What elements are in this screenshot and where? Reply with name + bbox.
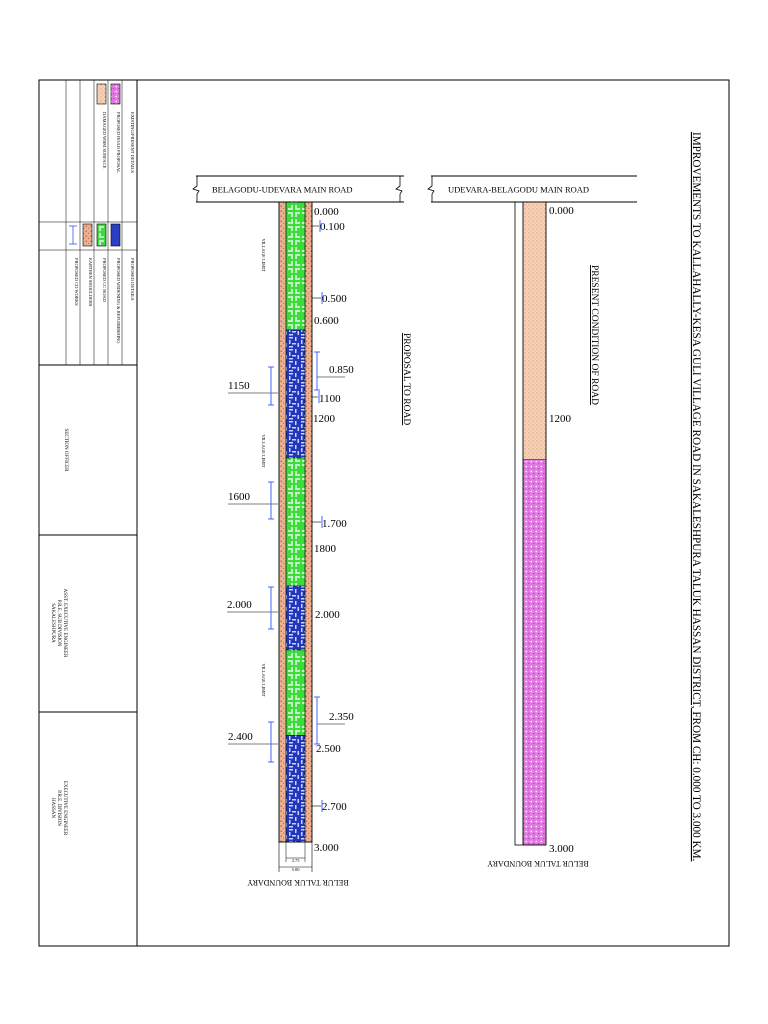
proposal-segment-cc-2 xyxy=(285,457,306,587)
exec-engineer-line-1: EXECUTIVE ENGINEER xyxy=(62,781,67,836)
sheet-border xyxy=(38,79,730,947)
legend-label-shoulders: EARTHEN SHOULDERS xyxy=(88,258,93,307)
present-chainage-0-000: 0.000 xyxy=(549,205,574,217)
village-limit-2: VILLAGE LIMIT xyxy=(261,434,266,467)
present-chainage-1200: 1200 xyxy=(549,413,572,425)
proposal-left-shoulder xyxy=(279,202,286,842)
legend-swatch-cd-works xyxy=(69,225,77,245)
main-title: IMPROVEMENTS TO KALLAHALLY-KESA GULI VIL… xyxy=(690,132,702,862)
village-limit-3: VILLAGE LIMIT xyxy=(261,663,266,696)
proposal-road-name: BELAGODU-UDEVARA MAIN ROAD xyxy=(212,185,353,195)
exec-engineer-line-2: P.R.E. DIVISION xyxy=(56,790,61,826)
chainage-0-100: 0.100 xyxy=(320,221,345,233)
present-segment-wbm-0 xyxy=(522,201,547,460)
legend-swatch-shoulders xyxy=(82,223,93,247)
present-heading: PRESENT CONDITION OF ROAD xyxy=(589,265,599,405)
proposal-segment-bt-3 xyxy=(285,585,306,651)
legend-label-proposed-road: PROPOSED ROAD PROPOSAL xyxy=(116,112,121,173)
proposal-width-outer: 5.00 xyxy=(292,867,301,872)
chainage-left-1600: 1600 xyxy=(228,491,251,503)
chainage-0-000: 0.000 xyxy=(314,206,339,218)
chainage-0-850: 0.850 xyxy=(329,364,354,376)
chainage-0-500: 0.500 xyxy=(322,293,347,305)
legend-label-widening: PROPOSED WIDENING & REFURBISHING xyxy=(116,258,121,344)
proposal-right-shoulder xyxy=(305,202,312,842)
legend-swatch-damaged-wbm xyxy=(96,83,107,105)
legend-swatch-proposed-road xyxy=(110,83,121,105)
chainage-1200: 1200 xyxy=(313,413,336,425)
proposal-segment-bt-1 xyxy=(285,329,306,459)
chainage-3-000: 3.000 xyxy=(314,842,339,854)
chainage-2-500: 2.500 xyxy=(316,743,341,755)
legend-label-cc-road: PROPOSED CC ROAD xyxy=(102,258,107,303)
exec-engineer-line-3: HASSAN xyxy=(50,798,55,818)
village-limit-1: VILLAGE LIMIT xyxy=(261,238,266,271)
legend-label-cd-works: PROPOSED CD WORKS xyxy=(74,258,79,306)
asst-engineer-line-2: P.R.E. SUB DIVISION xyxy=(56,600,61,647)
chainage-2-350: 2.350 xyxy=(329,711,354,723)
section-officer-label: SECTION OFFICER xyxy=(63,429,68,473)
proposal-segment-bt-5 xyxy=(285,735,306,843)
chainage-1800: 1800 xyxy=(314,543,337,555)
chainage-0-600: 0.600 xyxy=(314,315,339,327)
present-road-name: UDEVARA-BELAGODU MAIN ROAD xyxy=(448,185,589,195)
present-segment-damaged-1 xyxy=(522,459,547,846)
asst-engineer-line-1: ASST. EXECUTIVE ENGINEER xyxy=(62,589,67,658)
asst-engineer-line-3: SAKALESHPURA xyxy=(50,603,55,643)
legend-swatch-cc-road xyxy=(96,223,107,247)
proposal-segment-cc-4 xyxy=(285,649,306,736)
chainage-left-1150: 1150 xyxy=(228,380,250,392)
legend-swatch-widening xyxy=(110,223,121,247)
chainage-2-700: 2.700 xyxy=(322,801,347,813)
present-diagram: UDEVARA-BELAGODU MAIN ROAD 0.000 1200 3.… xyxy=(427,175,637,868)
proposal-diagram: BELAGODU-UDEVARA MAIN ROAD 3.75 5.00 PRO… xyxy=(192,175,411,887)
chainage-left-2-000: 2.000 xyxy=(227,599,252,611)
chainage-1-700: 1.700 xyxy=(322,518,347,530)
proposal-segment-cc-0 xyxy=(285,201,306,331)
legend-label-damaged-wbm: DAMAGED WBM SURFACE xyxy=(102,112,107,169)
title-block: EXISTING/PRESENT DETAILS PROPOSED ROAD P… xyxy=(39,80,137,836)
proposed-details-heading: PROPOSED DETAILS xyxy=(130,258,135,301)
proposal-boundary: BELUR TALUK BOUNDARY xyxy=(247,878,349,887)
present-boundary: BELUR TALUK BOUNDARY xyxy=(487,859,589,868)
chainage-left-2-400: 2.400 xyxy=(228,731,253,743)
present-chainage-3-000: 3.000 xyxy=(549,843,574,855)
chainage-2-000: 2.000 xyxy=(315,609,340,621)
chainage-1100: 1100 xyxy=(319,393,341,405)
proposal-width-inner: 3.75 xyxy=(292,858,301,863)
proposal-heading: PROPOSAL TO ROAD xyxy=(401,333,411,425)
existing-details-heading: EXISTING/PRESENT DETAILS xyxy=(130,112,135,173)
